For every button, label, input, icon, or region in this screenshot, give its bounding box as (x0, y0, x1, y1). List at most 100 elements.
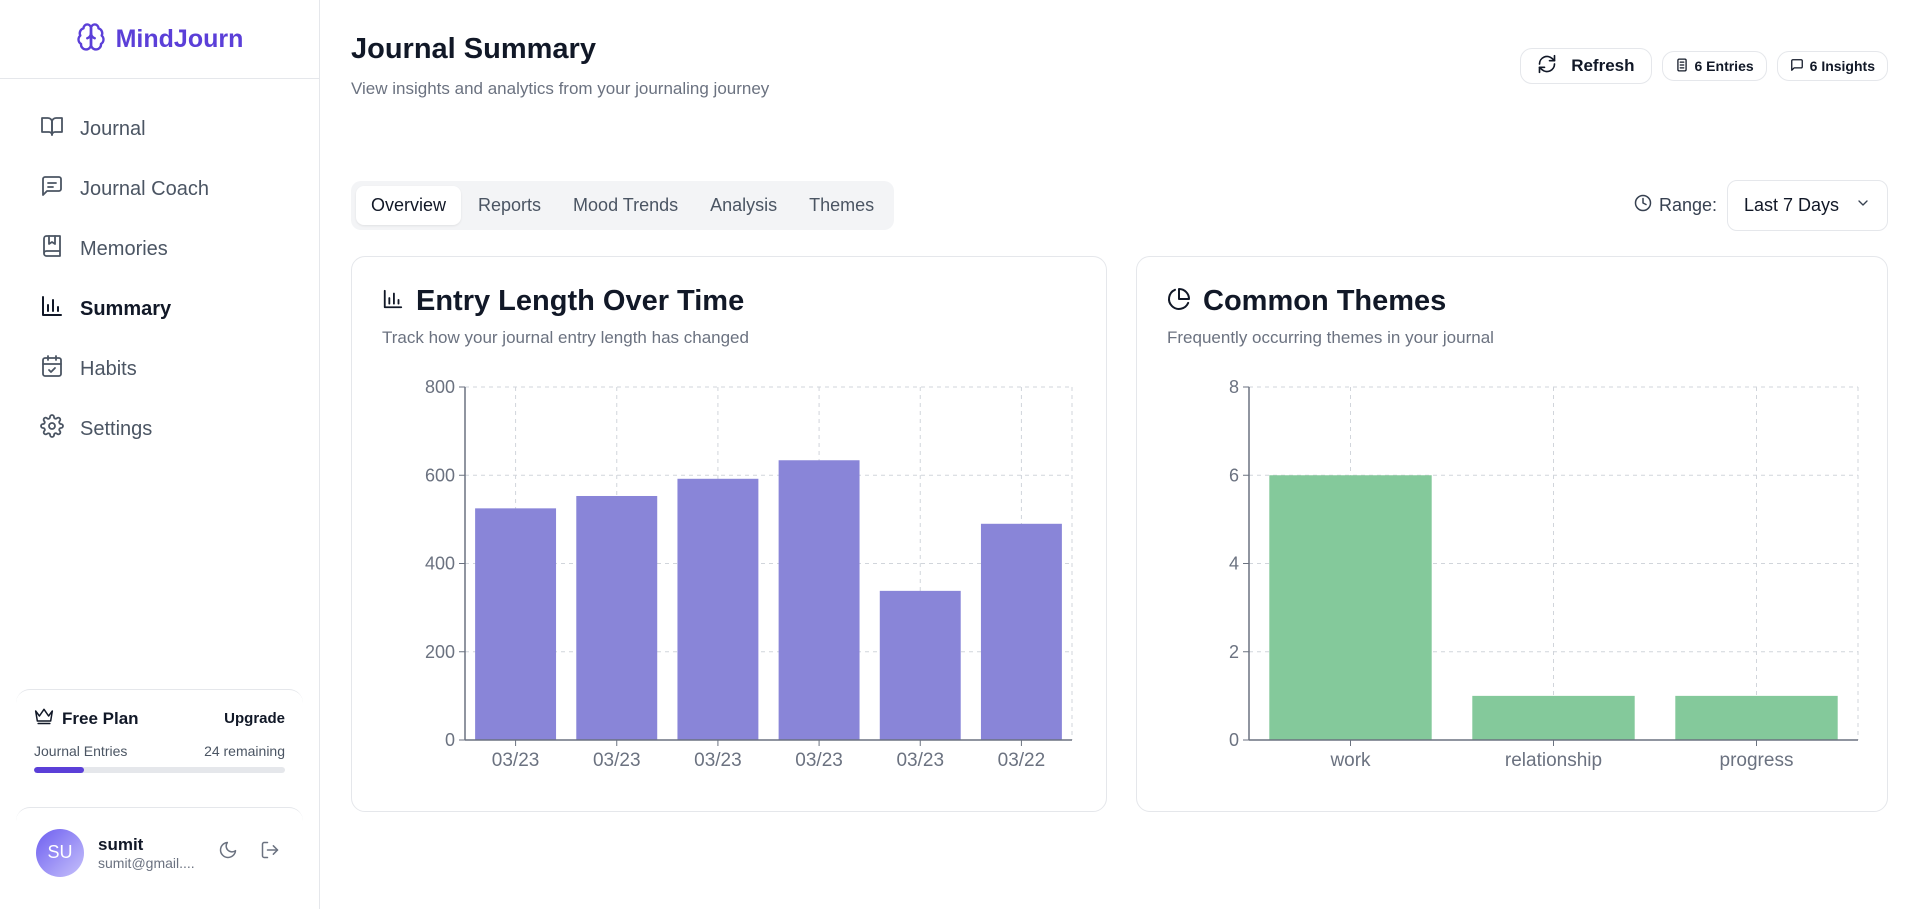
chevron-down-icon (1855, 195, 1871, 216)
bar[interactable] (576, 495, 658, 740)
crown-icon (34, 706, 54, 731)
entries-badge-label: 6 Entries (1694, 58, 1754, 74)
book-open-icon (40, 114, 64, 144)
range-control: Range: Last 7 Days (1634, 180, 1888, 231)
tab-mood-trends[interactable]: Mood Trends (573, 195, 679, 215)
sidebar-item-memories[interactable]: Memories (0, 219, 319, 279)
entries-label: Journal Entries (34, 743, 128, 759)
entries-badge[interactable]: 6 Entries (1661, 51, 1767, 81)
x-tick-label: work (1329, 750, 1371, 771)
sidebar-item-habits[interactable]: Habits (0, 339, 319, 399)
range-select[interactable]: Last 7 Days (1727, 180, 1888, 231)
tab-analysis[interactable]: Analysis (710, 195, 778, 215)
sidebar-item-label: Settings (80, 417, 153, 440)
common-themes-chart: 0 2 4 6 8 work relationship progress (1229, 377, 1859, 771)
x-tick-label: 03/23 (896, 750, 944, 771)
bar[interactable] (879, 590, 961, 740)
logout-icon[interactable] (260, 840, 280, 865)
bookmark-book-icon (40, 234, 64, 264)
bar[interactable] (1269, 475, 1432, 740)
bar[interactable] (677, 478, 759, 740)
range-select-value: Last 7 Days (1744, 195, 1840, 215)
usage-progress-bar (34, 767, 285, 773)
x-tick-label: progress (1720, 750, 1794, 771)
y-tick-label: 600 (425, 465, 455, 485)
document-icon (1675, 58, 1689, 75)
y-tick-label: 800 (425, 377, 455, 397)
page-title: Journal Summary (351, 33, 596, 65)
card-title: Entry Length Over Time (416, 285, 745, 317)
y-tick-label: 4 (1229, 554, 1239, 574)
bar[interactable] (475, 508, 557, 740)
x-tick-label: 03/22 (998, 750, 1046, 771)
bar[interactable] (1472, 695, 1635, 740)
avatar[interactable]: SU (36, 828, 84, 877)
y-tick-label: 400 (425, 554, 455, 574)
bar[interactable] (778, 460, 860, 740)
message-icon (1790, 58, 1804, 75)
x-tick-label: 03/23 (492, 750, 540, 771)
header-actions: Refresh 6 Entries 6 Insights (1520, 48, 1888, 84)
sidebar-item-label: Memories (80, 237, 168, 260)
remaining-label: 24 remaining (204, 743, 285, 759)
y-tick-label: 200 (425, 642, 455, 662)
insights-badge-label: 6 Insights (1809, 58, 1875, 74)
common-themes-card: Common Themes Frequently occurring theme… (1136, 256, 1888, 812)
pie-chart-icon (1167, 287, 1191, 316)
brand[interactable]: MindJourn (0, 0, 319, 79)
range-label-text: Range: (1658, 195, 1717, 215)
entry-length-card: Entry Length Over Time Track how your jo… (351, 256, 1107, 812)
calendar-check-icon (40, 354, 64, 384)
tab-bar: Overview Reports Mood Trends Analysis Th… (351, 181, 895, 230)
refresh-label: Refresh (1571, 56, 1635, 75)
x-tick-label: 03/23 (593, 750, 641, 771)
tab-overview[interactable]: Overview (356, 186, 462, 225)
sidebar-item-summary[interactable]: Summary (0, 279, 319, 339)
plan-card: Free Plan Upgrade Journal Entries 24 rem… (16, 689, 303, 795)
sidebar-item-label: Habits (80, 357, 137, 380)
y-tick-label: 6 (1229, 465, 1239, 485)
card-subtitle: Track how your journal entry length has … (382, 328, 749, 347)
sidebar: MindJourn Journal Journal Coach Memories… (0, 0, 320, 909)
moon-icon[interactable] (218, 840, 238, 865)
card-subtitle: Frequently occurring themes in your jour… (1167, 328, 1494, 347)
y-tick-label: 8 (1229, 377, 1239, 397)
plan-name: Free Plan (62, 708, 139, 728)
bar-chart-icon (382, 288, 404, 315)
bar[interactable] (980, 523, 1062, 740)
bar[interactable] (1675, 695, 1838, 740)
bar-chart-icon (40, 294, 64, 324)
x-tick-label: 03/23 (795, 750, 843, 771)
main-content: Journal Summary View insights and analyt… (321, 0, 1919, 909)
y-tick-label: 0 (1229, 730, 1239, 750)
clock-icon (1634, 194, 1652, 217)
x-tick-label: relationship (1505, 750, 1602, 771)
upgrade-button[interactable]: Upgrade (224, 710, 285, 727)
gear-icon (40, 414, 64, 444)
sidebar-item-label: Summary (80, 297, 172, 320)
sidebar-nav: Journal Journal Coach Memories Summary H… (0, 79, 319, 459)
user-card: SU sumit sumit@gmail.... (16, 807, 303, 897)
sidebar-item-settings[interactable]: Settings (0, 399, 319, 459)
y-tick-label: 0 (445, 730, 455, 750)
y-tick-label: 2 (1229, 642, 1239, 662)
refresh-button[interactable]: Refresh (1520, 48, 1652, 84)
usage-progress-fill (34, 767, 85, 773)
refresh-icon (1537, 54, 1557, 79)
page-subtitle: View insights and analytics from your jo… (351, 79, 770, 98)
card-title: Common Themes (1203, 285, 1447, 317)
user-name: sumit (98, 834, 144, 854)
sidebar-item-journal-coach[interactable]: Journal Coach (0, 159, 319, 219)
brand-name: MindJourn (115, 24, 244, 53)
tab-themes[interactable]: Themes (809, 195, 875, 215)
entry-length-chart: 0 200 400 600 800 03/23 03/23 03/23 03/23 03/23 03… (425, 377, 1073, 771)
sidebar-item-label: Journal (80, 117, 146, 140)
range-label: Range: (1634, 194, 1717, 217)
user-email: sumit@gmail.... (98, 854, 195, 871)
insights-badge[interactable]: 6 Insights (1776, 51, 1888, 81)
tab-reports[interactable]: Reports (478, 195, 542, 215)
sidebar-item-journal[interactable]: Journal (0, 99, 319, 159)
sidebar-item-label: Journal Coach (80, 177, 209, 200)
message-square-icon (40, 174, 64, 204)
plan-title: Free Plan (34, 706, 139, 731)
